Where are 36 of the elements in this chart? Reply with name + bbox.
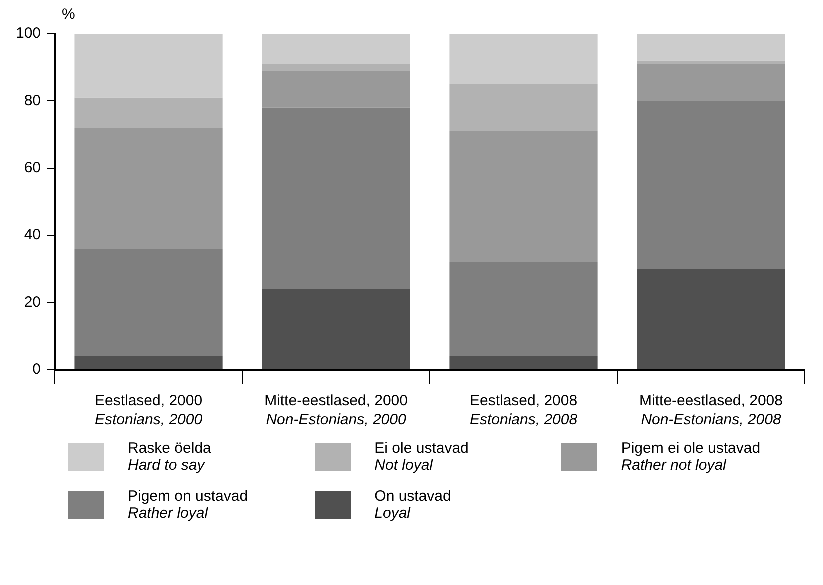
bar — [450, 262, 598, 357]
legend-label: On ustavad Loyal — [374, 488, 452, 522]
x-tick-label: Eestlased, 2008 Estonians, 2008 — [470, 392, 578, 429]
y-tick-label: 60 — [24, 160, 42, 177]
bar — [637, 60, 786, 64]
y-axis-title: % — [62, 6, 76, 23]
legend-label: Pigem ei ole ustavad Rather not loyal — [621, 440, 761, 474]
legend-label: Ei ole ustavad Not loyal — [374, 440, 469, 474]
bar — [262, 64, 410, 71]
bar — [74, 34, 223, 98]
bar — [637, 269, 786, 370]
bar — [450, 84, 598, 132]
x-tick-label: Mitte-eestlased, 2000 Non-Estonians, 2000 — [264, 392, 408, 429]
bar — [637, 34, 786, 61]
y-tick-label: 80 — [24, 92, 42, 110]
bar — [262, 108, 410, 290]
bar — [450, 356, 598, 370]
y-tick-label: 100 — [16, 25, 42, 42]
bar — [74, 249, 223, 357]
legend-label: Raske öelda Hard to say — [128, 440, 212, 474]
legend-label: Pigem on ustavad Rather loyal — [128, 488, 248, 522]
bar — [637, 64, 786, 102]
x-tick-label: Mitte-eestlased, 2008 Non-Estonians, 2008 — [640, 392, 783, 429]
bar — [262, 34, 410, 64]
y-tick-label: 0 — [32, 361, 42, 378]
bar — [262, 70, 410, 108]
bar — [450, 131, 598, 262]
bar — [74, 128, 223, 250]
y-tick-label: 20 — [24, 294, 42, 311]
bar — [74, 356, 223, 370]
bar — [637, 101, 786, 270]
bar — [450, 34, 598, 84]
bar — [262, 289, 410, 370]
y-tick-label: 40 — [24, 226, 42, 244]
x-tick-label: Eestlased, 2000 Estonians, 2000 — [94, 392, 204, 429]
bar — [74, 98, 223, 128]
